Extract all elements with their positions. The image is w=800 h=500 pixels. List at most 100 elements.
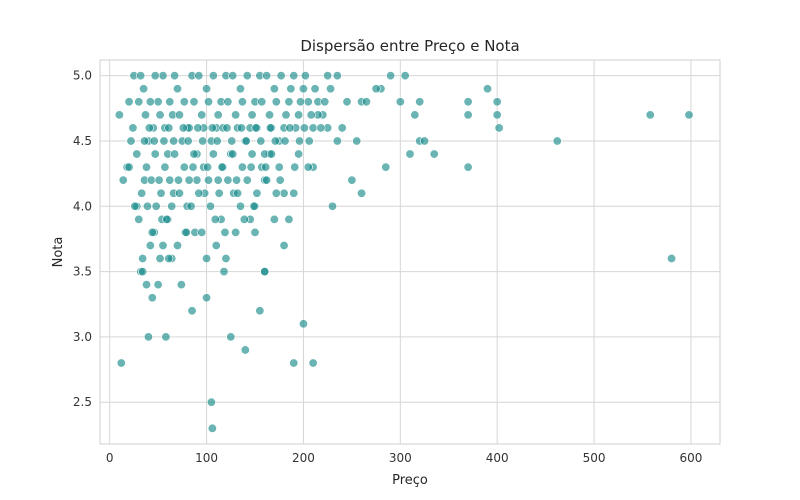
- scatter-point: [158, 240, 168, 250]
- scatter-point: [294, 149, 304, 159]
- scatter-point: [134, 214, 144, 224]
- scatter-point: [151, 201, 161, 211]
- scatter-point: [203, 162, 213, 172]
- scatter-point: [194, 71, 204, 81]
- x-tick-label: 600: [679, 451, 702, 465]
- scatter-point: [184, 175, 194, 185]
- scatter-point: [192, 175, 202, 185]
- scatter-point: [395, 97, 405, 107]
- scatter-point: [492, 110, 502, 120]
- scatter-point: [303, 162, 313, 172]
- scatter-point: [241, 136, 251, 146]
- y-tick-label: 3.5: [73, 265, 92, 279]
- scatter-point: [239, 214, 249, 224]
- scatter-point: [308, 123, 318, 133]
- scatter-point: [207, 423, 217, 433]
- scatter-point: [494, 123, 504, 133]
- scatter-point: [236, 123, 246, 133]
- scatter-point: [132, 149, 142, 159]
- scatter-point: [210, 214, 220, 224]
- scatter-point: [116, 358, 126, 368]
- scatter-point: [233, 188, 243, 198]
- scatter-point: [332, 71, 342, 81]
- scatter-point: [266, 149, 276, 159]
- scatter-point: [167, 201, 177, 211]
- scatter-point: [208, 149, 218, 159]
- scatter-point: [138, 267, 148, 277]
- scatter-point: [140, 136, 150, 146]
- scatter-point: [204, 97, 214, 107]
- scatter-point: [352, 136, 362, 146]
- scatter-point: [223, 175, 233, 185]
- scatter-point: [270, 136, 280, 146]
- scatter-point: [174, 188, 184, 198]
- scatter-point: [142, 201, 152, 211]
- scatter-point: [242, 175, 252, 185]
- scatter-point: [298, 84, 308, 94]
- scatter-point: [276, 71, 286, 81]
- scatter-point: [202, 84, 212, 94]
- scatter-point: [147, 293, 157, 303]
- scatter-point: [645, 110, 655, 120]
- scatter-point: [262, 175, 272, 185]
- scatter-point: [289, 71, 299, 81]
- scatter-point: [150, 149, 160, 159]
- scatter-point: [429, 149, 439, 159]
- scatter-point: [279, 240, 289, 250]
- scatter-point: [281, 110, 291, 120]
- scatter-point: [285, 123, 295, 133]
- y-tick-label: 3.0: [73, 330, 92, 344]
- scatter-point: [207, 123, 217, 133]
- scatter-point: [415, 97, 425, 107]
- scatter-point: [221, 254, 231, 264]
- scatter-point: [219, 267, 229, 277]
- scatter-point: [186, 201, 196, 211]
- scatter-point: [141, 110, 151, 120]
- scatter-point: [145, 240, 155, 250]
- chart-title: Dispersão entre Preço e Nota: [300, 37, 519, 55]
- scatter-point: [142, 280, 152, 290]
- scatter-point: [165, 175, 175, 185]
- scatter-point: [114, 110, 124, 120]
- scatter-point: [158, 71, 168, 81]
- scatter-point: [251, 123, 261, 133]
- scatter-point: [223, 97, 233, 107]
- scatter-point: [249, 201, 259, 211]
- scatter-point: [279, 188, 289, 198]
- scatter-point: [226, 332, 236, 342]
- y-tick-label: 5.0: [73, 69, 92, 83]
- scatter-point: [463, 97, 473, 107]
- scatter-point: [463, 110, 473, 120]
- scatter-point: [136, 71, 146, 81]
- scatter-point: [492, 97, 502, 107]
- x-tick-label: 100: [195, 451, 218, 465]
- scatter-point: [304, 136, 314, 146]
- scatter-point: [337, 123, 347, 133]
- x-tick-label: 300: [389, 451, 412, 465]
- scatter-point: [231, 110, 241, 120]
- scatter-point: [306, 110, 316, 120]
- scatter-point: [247, 149, 257, 159]
- scatter-point: [145, 97, 155, 107]
- scatter-point: [227, 136, 237, 146]
- scatter-point: [400, 71, 410, 81]
- scatter-point: [139, 84, 149, 94]
- scatter-point: [303, 97, 313, 107]
- scatter-point: [202, 254, 212, 264]
- scatter-point: [296, 97, 306, 107]
- scatter-point: [320, 97, 330, 107]
- scatter-point: [420, 136, 430, 146]
- x-tick-label: 400: [486, 451, 509, 465]
- scatter-point: [124, 97, 134, 107]
- scatter-point: [173, 175, 183, 185]
- scatter-point: [308, 358, 318, 368]
- scatter-point: [275, 175, 285, 185]
- scatter-point: [240, 345, 250, 355]
- scatter-point: [280, 136, 290, 146]
- scatter-point: [147, 227, 157, 237]
- scatter-point: [298, 319, 308, 329]
- scatter-point: [242, 71, 252, 81]
- scatter-point: [212, 136, 222, 146]
